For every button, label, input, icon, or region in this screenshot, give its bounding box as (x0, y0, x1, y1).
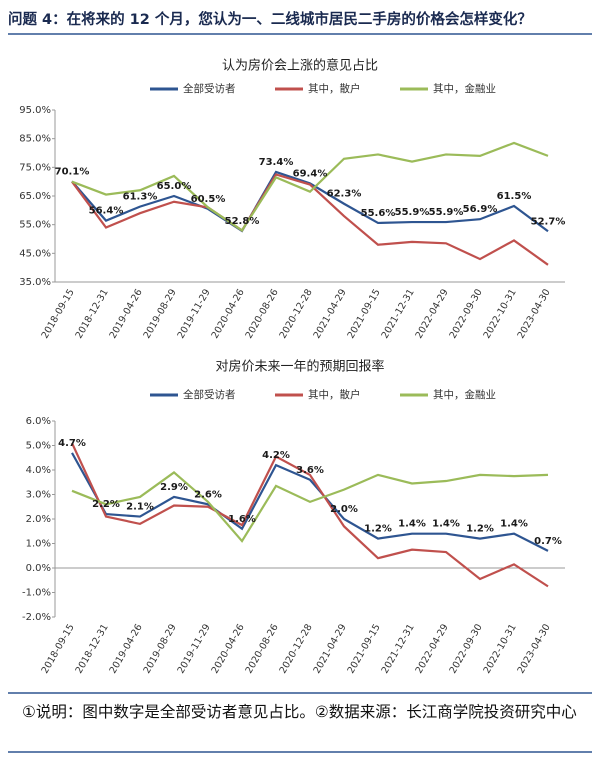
data-label: 1.4% (398, 519, 426, 530)
x-tick-label: 2018-12-31 (74, 287, 111, 340)
chart-title: 对房价未来一年的预期回报率 (215, 359, 384, 375)
data-label: 1.4% (432, 519, 460, 530)
data-label: 62.3% (327, 189, 362, 200)
data-label: 61.5% (497, 191, 532, 202)
y-tick-label: 35.0% (19, 277, 51, 288)
y-tick-label: 75.0% (19, 162, 51, 173)
data-label: 65.0% (157, 181, 192, 192)
x-tick-label: 2021-09-15 (346, 622, 383, 675)
data-label: 2.6% (194, 489, 222, 500)
data-label: 2.1% (126, 502, 154, 513)
x-tick-label: 2018-09-15 (40, 287, 77, 340)
data-label: 4.2% (262, 450, 290, 461)
data-label: 52.7% (531, 216, 566, 227)
data-label: 1.2% (364, 524, 392, 535)
data-label: 2.2% (92, 499, 120, 510)
x-tick-label: 2019-08-29 (142, 622, 179, 675)
chart-title: 认为房价会上涨的意见占比 (222, 58, 378, 74)
series-line (71, 471, 549, 543)
y-tick-label: 55.0% (19, 220, 51, 231)
data-label: 4.7% (58, 438, 86, 449)
data-label: 73.4% (259, 157, 294, 168)
data-label: 60.5% (191, 194, 226, 205)
y-tick-label: 6.0% (26, 416, 51, 427)
x-tick-label: 2019-04-26 (108, 287, 145, 340)
y-tick-label: 3.0% (26, 490, 51, 501)
x-tick-label: 2022-04-29 (414, 287, 451, 340)
x-tick-label: 2022-10-31 (482, 287, 519, 340)
x-tick-label: 2019-04-26 (108, 622, 145, 675)
note: ①说明：图中数字是全部受访者意见占比。②数据来源：长江商学院投资研究中心 (22, 703, 577, 721)
x-tick-label: 2021-12-31 (380, 622, 417, 675)
x-tick-label: 2022-09-30 (448, 287, 485, 340)
series-line (71, 141, 549, 232)
x-tick-label: 2019-08-29 (142, 287, 179, 340)
x-tick-label: 2022-10-31 (482, 622, 519, 675)
x-tick-label: 2019-11-29 (176, 622, 213, 675)
x-tick-label: 2020-04-26 (210, 287, 247, 340)
x-tick-label: 2021-04-29 (312, 622, 349, 675)
legend-label: 其中，金融业 (433, 82, 496, 95)
x-tick-label: 2020-12-28 (278, 622, 315, 675)
x-tick-label: 2020-08-26 (244, 287, 281, 340)
data-label: 2.9% (160, 482, 188, 493)
data-label: 2.0% (330, 504, 358, 515)
x-tick-label: 2019-11-29 (176, 287, 213, 340)
x-tick-label: 2018-09-15 (40, 622, 77, 675)
y-tick-label: 0.0% (26, 563, 51, 574)
y-tick-label: 45.0% (19, 248, 51, 259)
y-tick-label: 95.0% (19, 105, 51, 116)
y-tick-label: -1.0% (22, 588, 51, 599)
data-label: 55.9% (395, 207, 430, 218)
y-tick-label: 2.0% (26, 514, 51, 525)
legend-label: 其中，金融业 (433, 388, 496, 401)
data-label: 1.2% (466, 524, 494, 535)
data-label: 70.1% (55, 166, 90, 177)
x-tick-label: 2022-09-30 (448, 622, 485, 675)
series-line (71, 173, 549, 266)
y-tick-label: 4.0% (26, 465, 51, 476)
x-tick-label: 2023-04-30 (516, 622, 553, 675)
data-label: 55.9% (429, 207, 464, 218)
data-label: 3.6% (296, 465, 324, 476)
y-tick-label: 5.0% (26, 441, 51, 452)
data-label: 56.4% (89, 206, 124, 217)
x-tick-label: 2018-12-31 (74, 622, 111, 675)
y-tick-label: -2.0% (22, 612, 51, 623)
x-tick-label: 2023-04-30 (516, 287, 553, 340)
x-tick-label: 2020-08-26 (244, 622, 281, 675)
legend-label: 全部受访者 (183, 82, 236, 95)
x-tick-label: 2021-04-29 (312, 287, 349, 340)
legend-label: 其中，散户 (308, 82, 361, 95)
y-tick-label: 1.0% (26, 539, 51, 550)
data-label: 55.6% (361, 208, 396, 219)
data-label: 69.4% (293, 168, 328, 179)
y-tick-label: 85.0% (19, 134, 51, 145)
legend-label: 全部受访者 (183, 388, 236, 401)
x-tick-label: 2022-04-29 (414, 622, 451, 675)
legend-label: 其中，散户 (308, 388, 361, 401)
series-line (71, 452, 549, 552)
x-tick-label: 2020-12-28 (278, 287, 315, 340)
data-label: 61.3% (123, 192, 158, 203)
data-label: 0.7% (534, 536, 562, 547)
x-tick-label: 2021-09-15 (346, 287, 383, 340)
data-label: 52.8% (225, 216, 260, 227)
data-label: 1.6% (228, 514, 256, 525)
data-label: 56.9% (463, 204, 498, 215)
question: 问题 4：在将来的 12 个月，您认为一、二线城市居民二手房的价格会怎样变化？ (8, 12, 532, 28)
x-tick-label: 2021-12-31 (380, 287, 417, 340)
x-tick-label: 2020-04-26 (210, 622, 247, 675)
data-label: 1.4% (500, 519, 528, 530)
series-line (71, 442, 549, 588)
y-tick-label: 65.0% (19, 191, 51, 202)
